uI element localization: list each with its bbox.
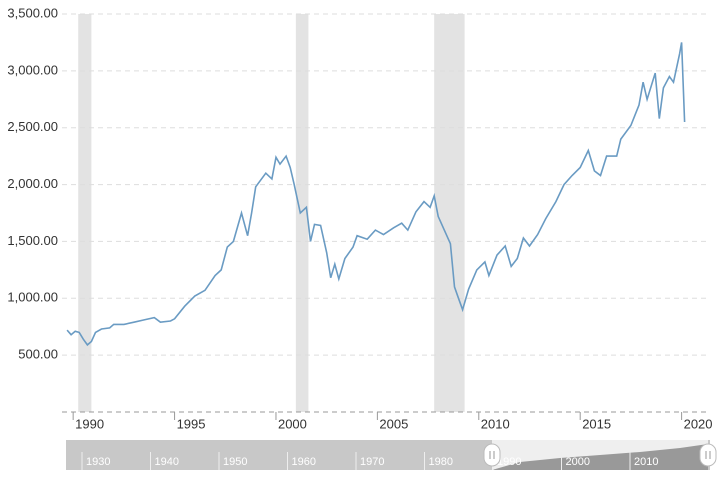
navigator-label: 1980 bbox=[429, 456, 453, 468]
x-tick-label: 2010 bbox=[481, 416, 510, 431]
x-tick-label: 2020 bbox=[684, 416, 713, 431]
navigator-label: 2010 bbox=[634, 456, 658, 468]
navigator-label: 2000 bbox=[566, 456, 590, 468]
navigator-label: 1940 bbox=[155, 456, 179, 468]
y-tick-label: 2,000.00 bbox=[7, 176, 58, 191]
navigator-area bbox=[492, 444, 708, 470]
recession-band bbox=[295, 14, 309, 412]
x-tick-label: 1995 bbox=[177, 416, 206, 431]
navigator-label: 1990 bbox=[497, 456, 521, 468]
x-tick-label: 2015 bbox=[582, 416, 611, 431]
y-tick-label: 3,500.00 bbox=[7, 5, 58, 20]
y-tick-label: 1,500.00 bbox=[7, 233, 58, 248]
navigator: 1930 1940 1950 1960 1970 1980 1990 2000 2010 bbox=[66, 440, 717, 470]
x-tick-label: 1990 bbox=[75, 416, 104, 431]
navigator-handle[interactable] bbox=[699, 443, 717, 467]
recession-band bbox=[434, 14, 465, 412]
y-tick-label: 1,000.00 bbox=[7, 290, 58, 305]
data-line bbox=[66, 42, 686, 347]
x-tick-label: 2000 bbox=[278, 416, 307, 431]
navigator-label: 1960 bbox=[292, 456, 316, 468]
navigator-handle[interactable] bbox=[483, 443, 501, 467]
navigator-label: 1970 bbox=[360, 456, 384, 468]
y-tick-label: 3,000.00 bbox=[7, 62, 58, 77]
navigator-label: 1930 bbox=[86, 456, 110, 468]
navigator-label: 1950 bbox=[223, 456, 247, 468]
y-tick-label: 500.00 bbox=[18, 347, 58, 362]
y-tick-label: 2,500.00 bbox=[7, 119, 58, 134]
x-tick-label: 2005 bbox=[379, 416, 408, 431]
recession-band bbox=[78, 14, 92, 412]
